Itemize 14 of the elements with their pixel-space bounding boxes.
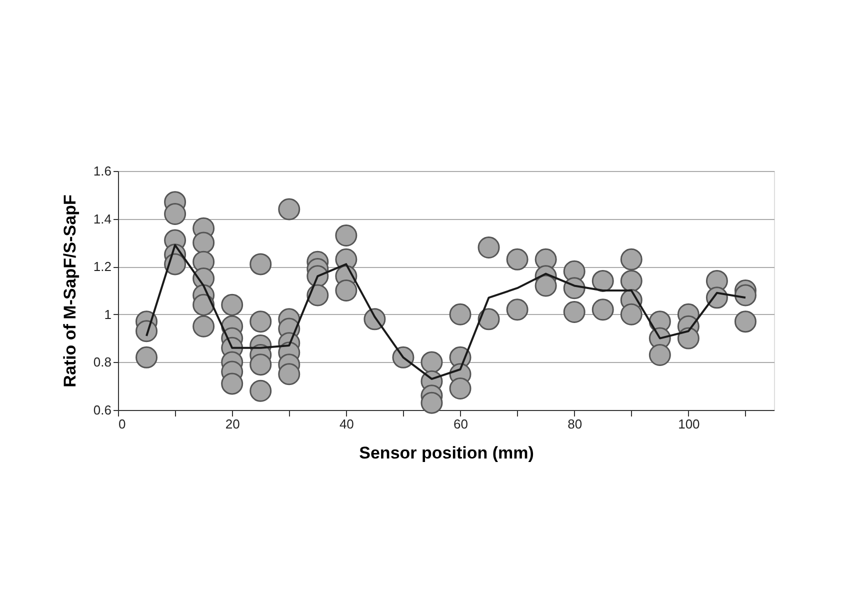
y-tick-label: 1.4: [93, 211, 112, 226]
y-axis-title: Ratio of M-SapF/S-SapF: [60, 194, 80, 388]
x-tick-label: 0: [118, 416, 126, 432]
y-tick-label: 1.2: [93, 259, 112, 274]
x-axis-title: Sensor position (mm): [359, 444, 534, 462]
y-tick-label: 0.8: [93, 354, 112, 370]
x-tick-label: 80: [568, 416, 582, 432]
x-tick-label: 40: [339, 416, 354, 432]
y-tick-label: 1: [104, 306, 112, 322]
y-tick-label: 1.6: [93, 164, 112, 178]
x-tick-label: 60: [454, 416, 468, 432]
x-tick-label: 100: [678, 416, 700, 432]
y-tick-label: 0.6: [93, 402, 112, 418]
x-tick-label: 20: [225, 416, 240, 432]
